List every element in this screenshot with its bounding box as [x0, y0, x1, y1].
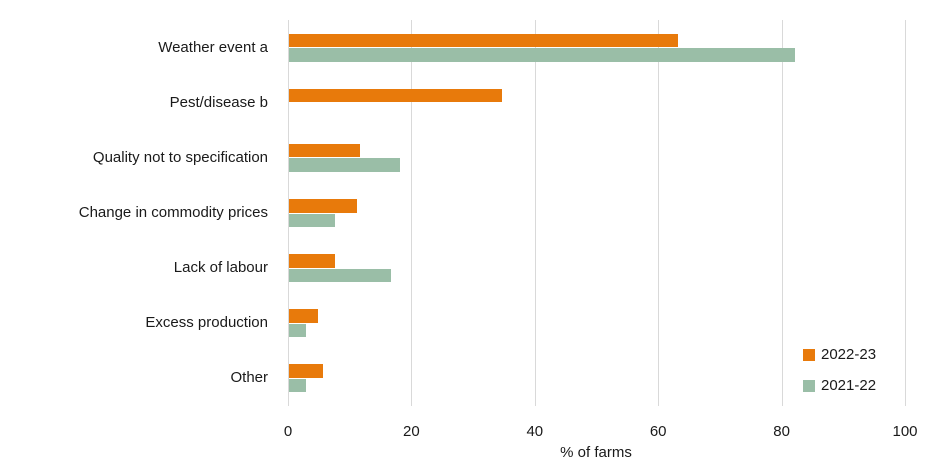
x-tick-label-0: 0: [283, 423, 293, 440]
x-tick-label-60: 60: [649, 423, 667, 440]
category-label-quality-not-to-specification: Quality not to specification: [92, 148, 268, 166]
gridline-60: [658, 20, 660, 406]
bar-2021-22-quality-not-to-specification: [289, 158, 401, 172]
bar-2021-22-excess-production: [289, 323, 306, 338]
bar-2022-23-change-in-commodity-prices: [289, 199, 357, 213]
bar-2022-23-lack-of-labour: [289, 254, 336, 268]
category-label-lack-of-labour: Lack of labour: [173, 259, 268, 277]
legend: 2022-23 2021-22: [803, 344, 876, 406]
legend-item-2021-22: 2021-22: [803, 375, 876, 397]
bar-2021-22-other: [289, 378, 306, 393]
legend-swatch-2022-23: [803, 349, 815, 361]
gridline-80: [781, 20, 783, 406]
x-tick-label-40: 40: [526, 423, 544, 440]
category-label-weather-event-a: Weather event a: [158, 38, 268, 56]
bar-2021-22-change-in-commodity-prices: [289, 213, 336, 227]
category-label-other: Other: [230, 369, 268, 387]
x-tick-label-80: 80: [773, 423, 790, 440]
category-label-excess-production: Excess production: [145, 314, 268, 332]
bar-2022-23-quality-not-to-specification: [289, 143, 360, 158]
bar-2022-23-other: [289, 364, 323, 378]
x-tick-label-20: 20: [403, 423, 420, 440]
bar-2022-23-excess-production: [289, 309, 318, 323]
gridline-20: [411, 20, 413, 406]
legend-label-2022-23: 2022-23: [821, 346, 877, 363]
legend-swatch-2021-22: [803, 380, 815, 392]
gridline-40: [534, 20, 536, 406]
x-tick-label-100: 100: [892, 423, 918, 440]
category-label-change-in-commodity-prices: Change in commodity prices: [78, 204, 268, 221]
bar-2021-22-weather-event-a: [289, 48, 795, 62]
legend-label-2021-22: 2021-22: [821, 377, 877, 394]
category-label-pest-disease-b: Pest/disease b: [169, 93, 268, 111]
x-axis-title: % of farms: [560, 444, 632, 461]
gridline-100: [905, 20, 906, 406]
bar-2021-22-lack-of-labour: [289, 268, 391, 283]
bar-2022-23-weather-event-a: [289, 33, 678, 48]
gridline-0: [288, 20, 289, 406]
bar-2022-23-pest-disease-b: [289, 88, 502, 103]
legend-item-2022-23: 2022-23: [803, 344, 876, 366]
